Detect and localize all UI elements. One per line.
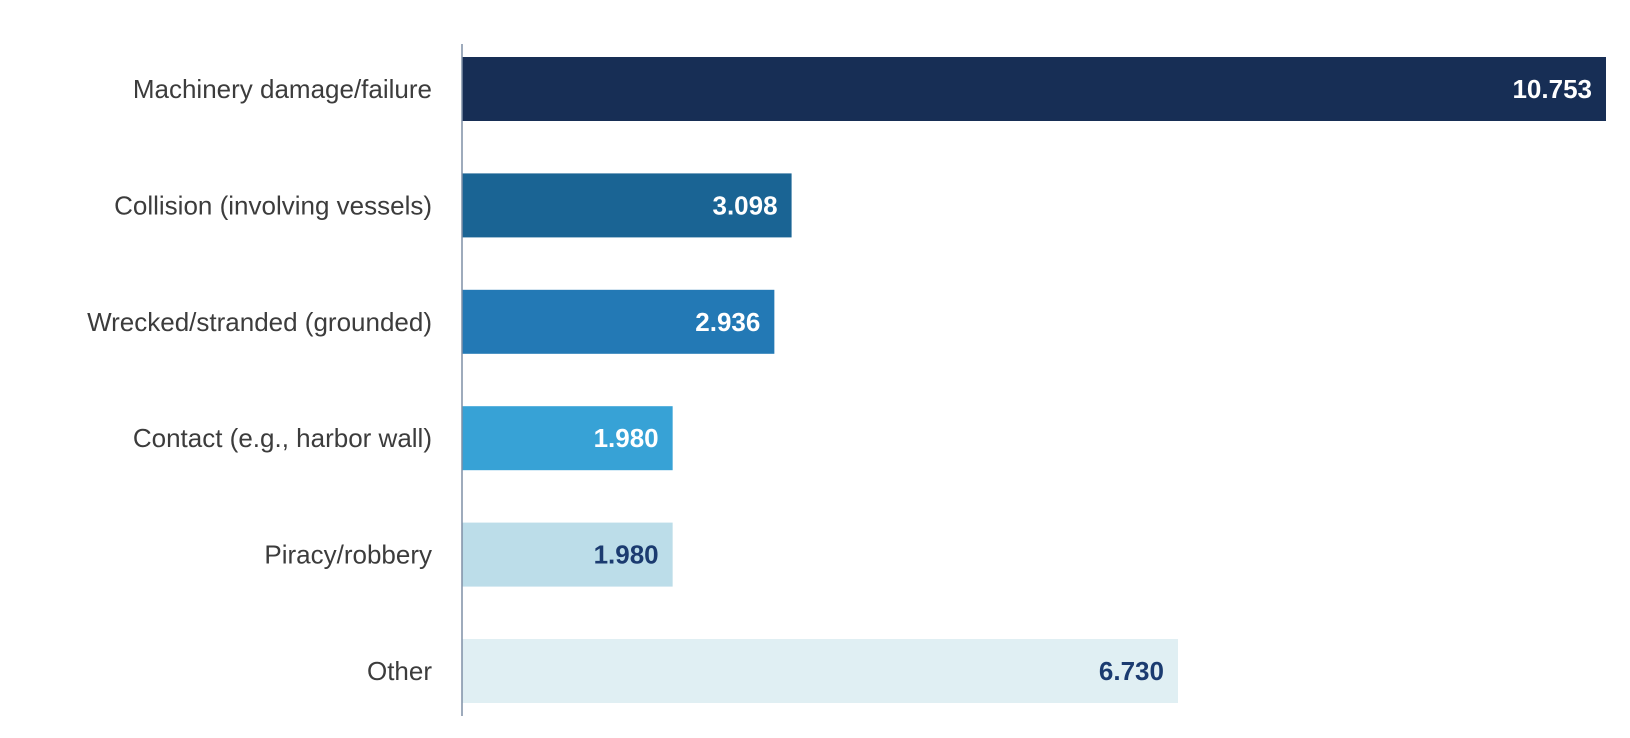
bar-contact-e-g-harbor-wall	[462, 406, 673, 471]
bar-collision-involving-vessels	[462, 173, 792, 238]
category-label-other: Other	[367, 656, 432, 686]
value-label-contact-e-g-harbor-wall: 1.980	[594, 423, 659, 453]
bar-machinery-damage-failure	[462, 57, 1606, 121]
bars-layer	[462, 57, 1606, 703]
value-label-wrecked-stranded-grounded: 2.936	[695, 307, 760, 337]
category-label-collision-involving-vessels: Collision (involving vessels)	[114, 190, 432, 220]
category-label-piracy-robbery: Piracy/robbery	[264, 540, 432, 570]
value-label-piracy-robbery: 1.980	[594, 540, 659, 570]
bar-other	[462, 639, 1178, 703]
category-label-contact-e-g-harbor-wall: Contact (e.g., harbor wall)	[133, 423, 432, 453]
value-label-other: 6.730	[1099, 656, 1164, 686]
bar-wrecked-stranded-grounded	[462, 289, 775, 354]
bar-piracy-robbery	[462, 522, 673, 587]
value-label-machinery-damage-failure: 10.753	[1512, 74, 1592, 104]
value-label-collision-involving-vessels: 3.098	[713, 190, 778, 220]
category-labels: Machinery damage/failure Collision (invol…	[87, 74, 432, 686]
category-label-wrecked-stranded-grounded: Wrecked/stranded (grounded)	[87, 307, 432, 337]
category-label-machinery-damage-failure: Machinery damage/failure	[133, 74, 432, 104]
value-labels: 10.753 3.098 2.936 1.980 1.980 6.730	[594, 74, 1592, 686]
